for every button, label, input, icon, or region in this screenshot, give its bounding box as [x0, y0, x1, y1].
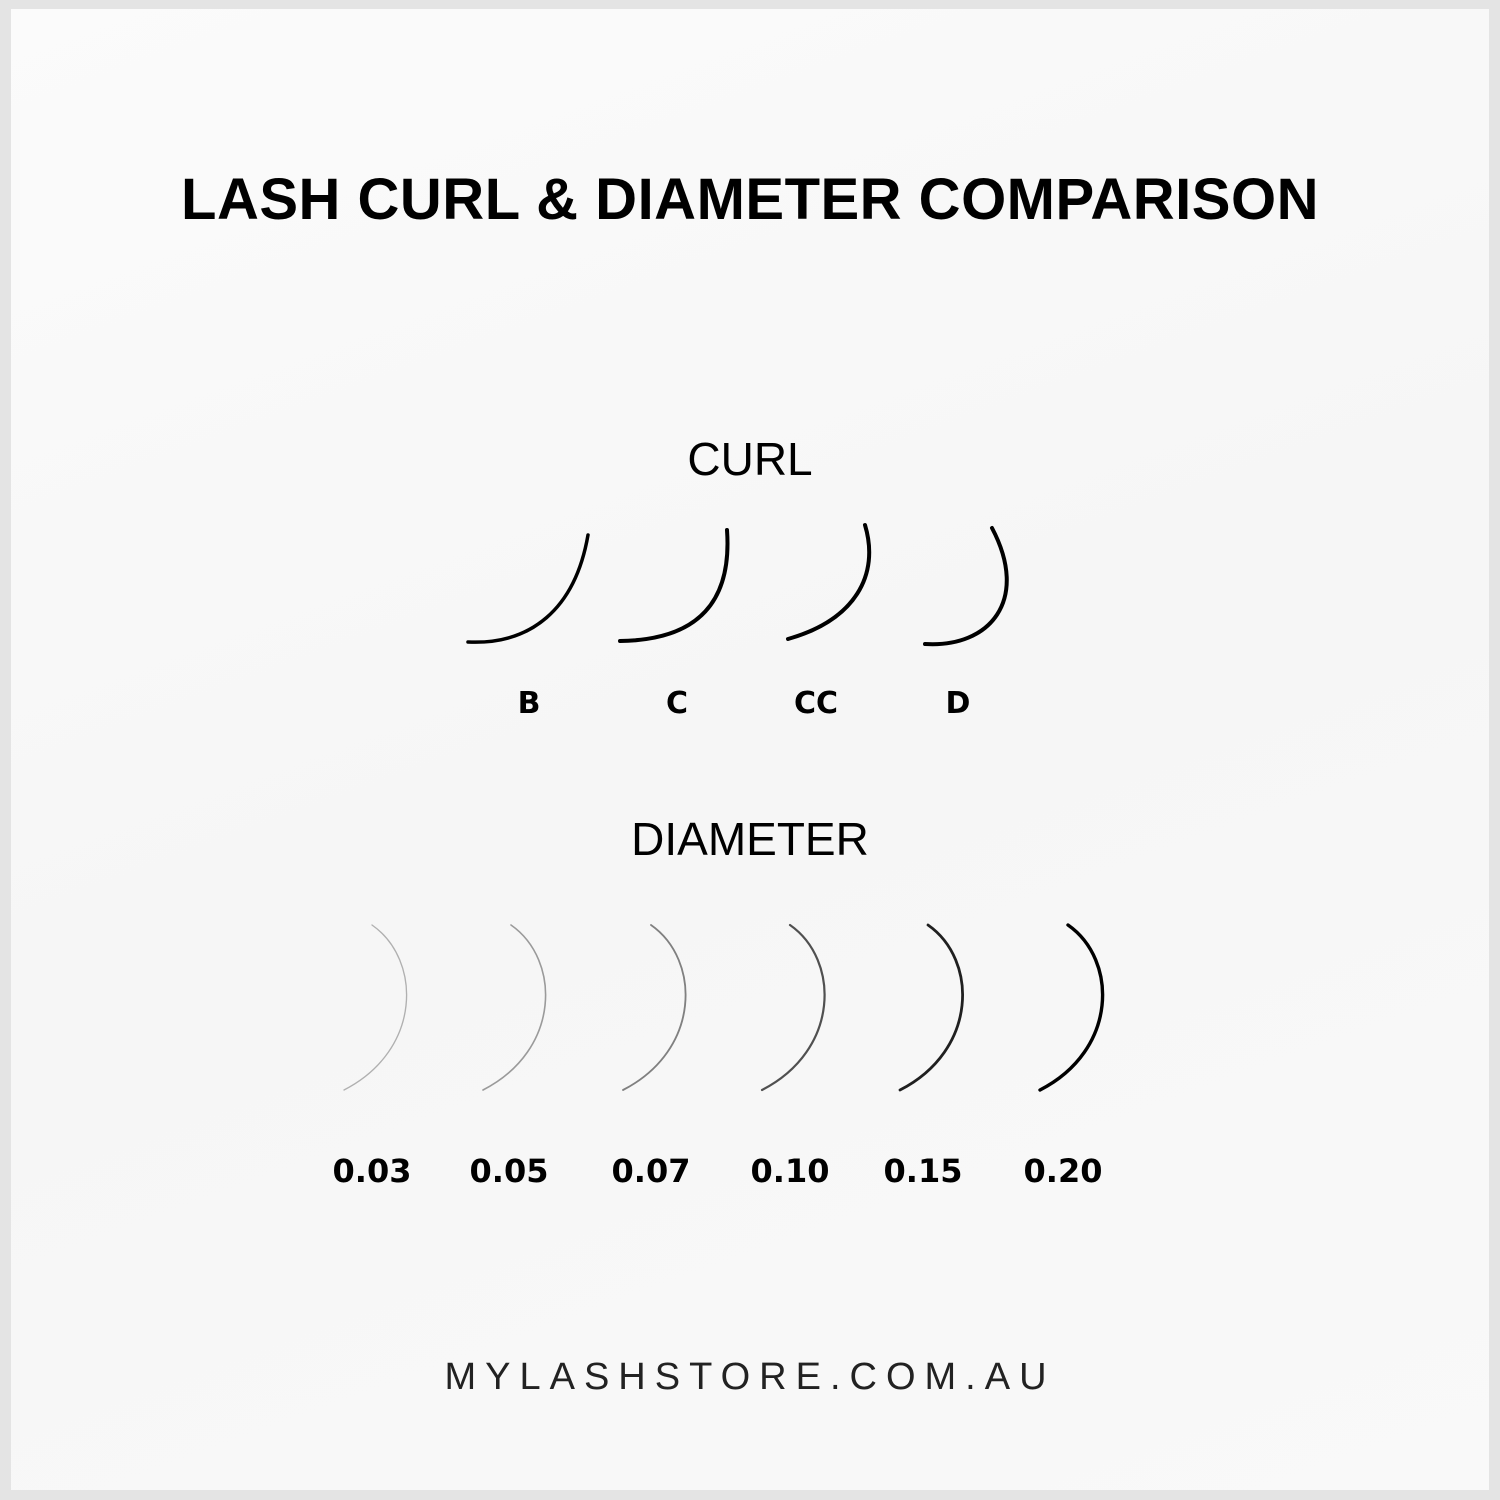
lash-diameter-0.20 [1038, 923, 1105, 1092]
lash-curl-b [466, 533, 590, 644]
lash-diameter-0.07 [622, 924, 687, 1091]
curl-label-b: B [517, 686, 541, 721]
diameter-label: 0.03 [332, 1152, 412, 1190]
curl-label-cc: CC [793, 686, 839, 721]
curl-heading: CURL [687, 433, 813, 485]
diameter-label: 0.05 [469, 1152, 549, 1190]
curl-label-c: C [665, 686, 689, 721]
lash-curl-cc [786, 523, 872, 641]
lash-diameter-0.10 [760, 923, 826, 1092]
diameter-label: 0.15 [883, 1152, 963, 1190]
diameter-label: 0.10 [750, 1152, 830, 1190]
curl-label-d: D [945, 686, 971, 721]
page-title: LASH CURL & DIAMETER COMPARISON [181, 167, 1319, 232]
diameter-heading: DIAMETER [631, 813, 869, 865]
lash-diameter-0.03 [343, 924, 408, 1091]
lash-diameter-0.15 [898, 923, 964, 1092]
lash-diameter-0.05 [482, 924, 547, 1091]
lash-curl-c [618, 528, 730, 643]
infographic-card [11, 9, 1489, 1490]
website-footer: MYLASHSTORE.COM.AU [444, 1356, 1056, 1398]
diameter-label: 0.20 [1023, 1152, 1103, 1190]
diameter-label: 0.07 [611, 1152, 691, 1190]
lash-curl-d [923, 526, 1009, 647]
